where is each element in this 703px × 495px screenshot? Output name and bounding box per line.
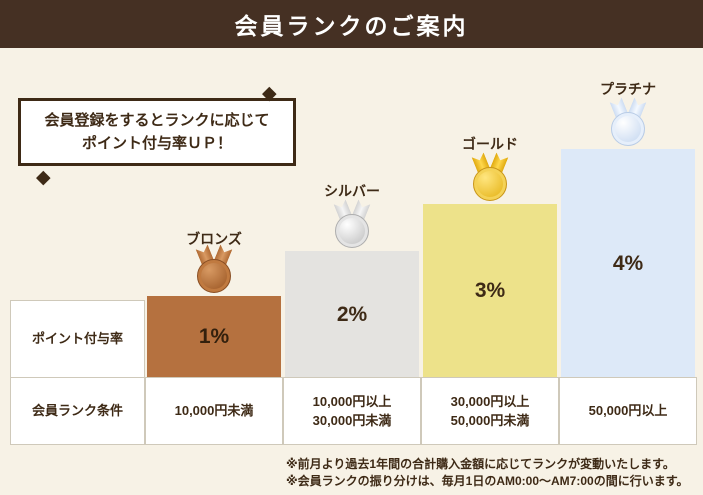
- row-label-rank-condition: 会員ランク条件: [10, 377, 145, 445]
- condition-text: 50,000円未満: [450, 413, 530, 428]
- medal-coin: [611, 112, 645, 146]
- condition-text: 30,000円以上: [450, 393, 530, 409]
- row-label-rank-condition-text: 会員ランク条件: [31, 403, 123, 419]
- row-label-point-rate-text: ポイント付与率: [31, 331, 123, 347]
- promo-callout-line2: ポイント付与率ＵＰ！: [81, 135, 232, 152]
- promo-callout: 会員登録をするとランクに応じて ポイント付与率ＵＰ！: [18, 98, 296, 166]
- rate-bar-silver: 2%: [285, 251, 419, 378]
- silver-medal-icon: [328, 201, 376, 249]
- rank-name-gold: ゴールド: [462, 136, 518, 152]
- diamond-icon: ◆: [262, 83, 277, 104]
- page-title: 会員ランクのご案内: [0, 0, 703, 48]
- medal-coin: [197, 259, 231, 293]
- condition-cell-bronze: 10,000円未満: [145, 377, 283, 445]
- rate-value-platinum: 4%: [612, 251, 644, 275]
- condition-text: 50,000円以上: [588, 403, 668, 419]
- rank-name-bronze: ブロンズ: [186, 231, 242, 247]
- condition-cell-platinum: 50,000円以上: [559, 377, 697, 445]
- promo-callout-line1: 会員登録をするとランクに応じて: [44, 111, 270, 129]
- rate-bar-gold: 3%: [423, 204, 557, 378]
- platinum-medal-icon: [604, 99, 652, 147]
- medal-coin: [473, 167, 507, 201]
- rate-value-silver: 2%: [336, 302, 368, 326]
- row-label-point-rate: ポイント付与率: [10, 300, 145, 378]
- rank-name-platinum: プラチナ: [600, 81, 656, 97]
- footnote-line1: ※前月より過去1年間の合計購入金額に応じてランクが変動いたします。: [286, 457, 675, 471]
- rate-bar-bronze: 1%: [147, 296, 281, 378]
- condition-cell-silver: 10,000円以上 30,000円未満: [283, 377, 421, 445]
- gold-medal-icon: [466, 154, 514, 202]
- condition-text: 10,000円以上: [312, 393, 392, 409]
- condition-text: 30,000円未満: [312, 413, 392, 428]
- rank-name-silver: シルバー: [324, 183, 380, 199]
- footnotes: ※前月より過去1年間の合計購入金額に応じてランクが変動いたします。 ※会員ランク…: [286, 456, 689, 491]
- medal-coin: [335, 214, 369, 248]
- condition-cell-gold: 30,000円以上 50,000円未満: [421, 377, 559, 445]
- condition-text: 10,000円未満: [174, 403, 254, 419]
- rate-bar-platinum: 4%: [561, 149, 695, 378]
- footnote-line2: ※会員ランクの振り分けは、毎月1日のAM0:00〜AM7:00の間に行います。: [286, 474, 689, 489]
- page-title-text: 会員ランクのご案内: [234, 13, 469, 39]
- bronze-medal-icon: [190, 246, 238, 294]
- rate-value-gold: 3%: [474, 279, 506, 302]
- rate-value-bronze: 1%: [198, 325, 230, 348]
- diamond-icon: ◆: [36, 167, 51, 188]
